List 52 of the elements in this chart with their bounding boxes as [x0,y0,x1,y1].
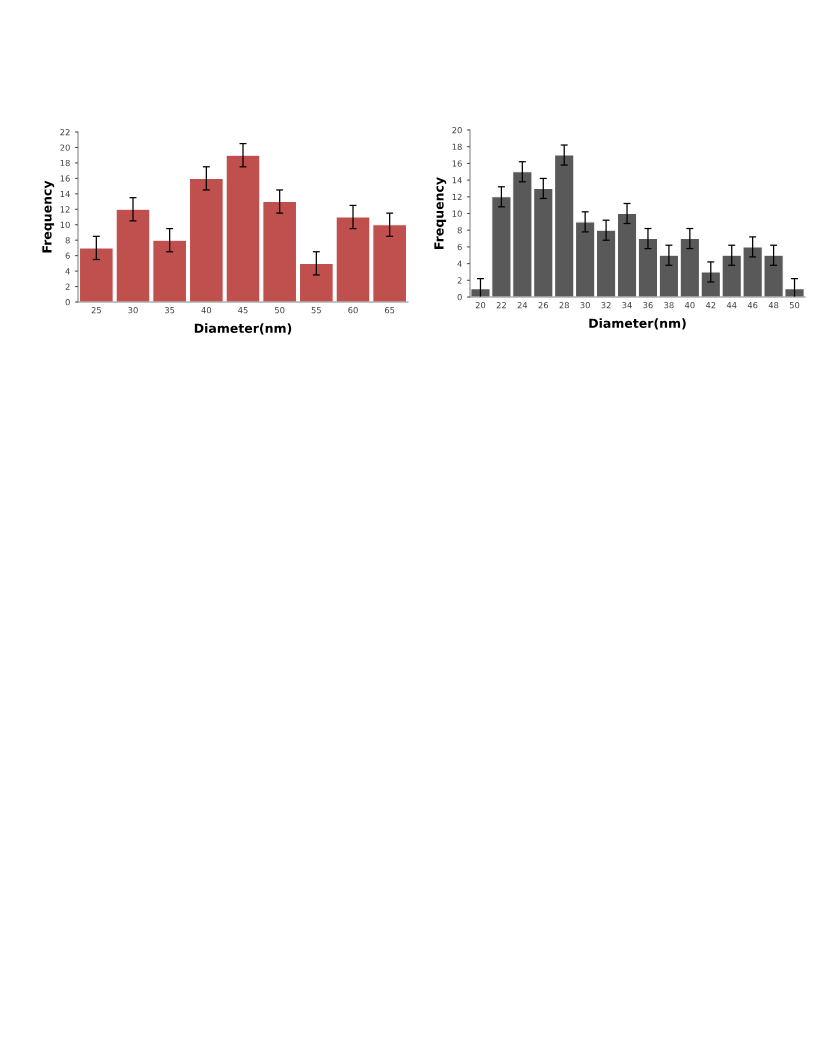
x-tick-label: 60 [348,307,358,314]
y-tick-label: 14 [60,190,70,197]
x-tick-label: 50 [789,302,800,309]
y-tick-label: 10 [60,221,70,229]
y-tick-label: 14 [452,177,462,184]
y-tick-label: 4 [65,268,70,275]
y-tick-label: 12 [60,206,70,213]
x-tick-label: 24 [517,302,528,309]
x-tick-label: 20 [475,302,486,309]
x-tick-label: 30 [128,307,138,314]
x-tick-label: 50 [275,307,285,314]
y-tick-label: 16 [60,175,70,182]
y-tick-label: 20 [452,126,462,134]
y-tick-label: 18 [60,159,70,167]
y-tick-label: 0 [65,298,70,306]
y-tick-label: 4 [457,260,462,267]
x-tick-label: 40 [201,307,212,314]
y-tick-label: 22 [60,128,70,136]
x-axis-title: Diameter(nm) [589,318,686,330]
x-tick-label: 44 [726,302,737,309]
y-tick-label: 16 [452,160,462,167]
y-tick-label: 20 [60,144,70,151]
x-tick-label: 40 [684,302,695,309]
x-tick-label: 26 [538,302,549,309]
x-tick-label: 28 [559,302,569,309]
y-tick-label: 12 [452,193,462,200]
x-tick-label: 55 [311,307,321,314]
x-tick-label: 30 [580,302,590,309]
x-tick-label: 45 [238,307,248,314]
y-tick-label: 6 [65,252,70,259]
x-tick-label: 32 [601,302,611,309]
y-tick-label: 18 [452,143,462,150]
x-tick-label: 25 [91,307,101,314]
y-tick-label: 8 [65,237,70,244]
x-tick-label: 38 [664,302,674,309]
x-tick-label: 36 [643,302,653,309]
y-tick-label: 0 [457,293,462,301]
x-axis-title: Diameter(nm) [194,323,292,335]
x-tick-label: 22 [496,302,506,309]
x-tick-label: 46 [747,302,758,309]
x-tick-label: 35 [165,307,175,314]
x-tick-label: 65 [384,307,395,314]
y-tick-label: 2 [65,283,70,290]
y-tick-label: 10 [452,210,462,217]
y-tick-label: 2 [457,277,462,284]
y-tick-label: 6 [457,243,462,251]
y-axis-title: Frequency [42,180,55,253]
x-tick-label: 48 [768,302,779,309]
y-axis-title: Frequency [434,177,447,249]
x-tick-label: 42 [705,302,716,309]
x-tick-label: 34 [622,302,632,309]
y-tick-label: 8 [457,227,462,234]
